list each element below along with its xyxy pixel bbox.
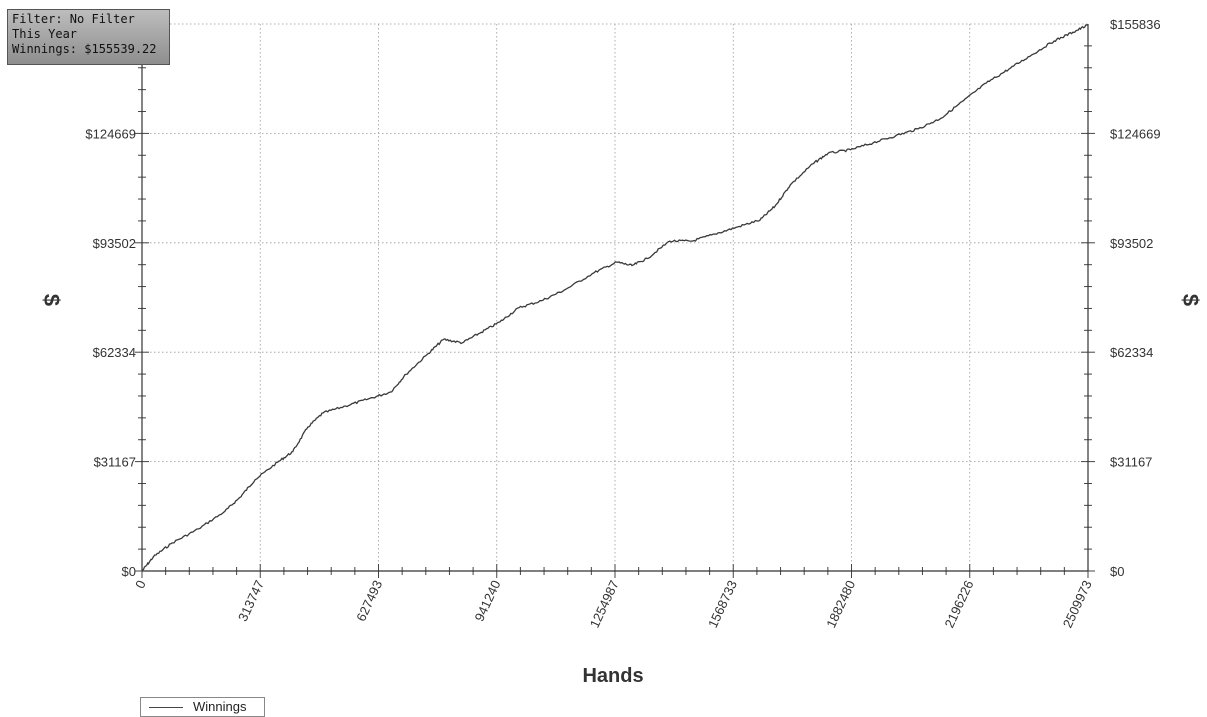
y-axis-title-left: $ xyxy=(39,294,64,306)
filter-info-box: Filter: No Filter This Year Winnings: $1… xyxy=(7,9,170,65)
legend-line-swatch xyxy=(149,707,183,708)
filter-label: Filter: No Filter xyxy=(12,12,135,26)
y-tick-label-left: $93502 xyxy=(93,236,136,251)
y-tick-label-left: $62334 xyxy=(93,345,136,360)
x-axis-title: Hands xyxy=(582,665,643,687)
y-tick-label-right: $31167 xyxy=(1110,455,1152,470)
y-tick-label-right: $155836 xyxy=(1110,17,1161,32)
x-tick-label: 2509973 xyxy=(1060,578,1095,630)
y-tick-label-right: $62334 xyxy=(1110,345,1153,360)
y-tick-label-right: $93502 xyxy=(1110,236,1153,251)
y-tick-label-left: $0 xyxy=(122,564,136,579)
x-tick-label: 627493 xyxy=(353,578,385,624)
y-axis-title-right: $ xyxy=(1178,294,1203,306)
y-tick-label-right: $0 xyxy=(1110,564,1124,579)
y-tick-label-right: $124669 xyxy=(1110,126,1161,141)
y-tick-label-left: $31167 xyxy=(94,455,136,470)
winnings-series-line xyxy=(141,24,1089,572)
x-tick-label: 1882480 xyxy=(823,578,858,630)
x-tick-label: 2196226 xyxy=(941,578,976,630)
axes xyxy=(135,24,1095,578)
grid xyxy=(142,23,1088,571)
x-ticks: 0 313747 627493 941240 1254987 1568733 1882480… xyxy=(132,578,1095,630)
period-label: This Year xyxy=(12,27,78,41)
x-tick-label: 313747 xyxy=(235,578,267,624)
legend: Winnings xyxy=(140,697,265,717)
y-tick-label-left: $124669 xyxy=(85,126,136,141)
x-tick-label: 0 xyxy=(132,578,149,591)
winnings-total-label: Winnings: $155539.22 xyxy=(12,42,157,56)
y-ticks: $0 $0 $31167 $31167 $62334 $62334 $93502 $93502… xyxy=(85,17,1160,579)
x-tick-label: 1254987 xyxy=(587,578,622,630)
x-tick-label: 1568733 xyxy=(705,578,740,630)
legend-label: Winnings xyxy=(193,699,247,714)
x-tick-label: 941240 xyxy=(472,578,504,624)
